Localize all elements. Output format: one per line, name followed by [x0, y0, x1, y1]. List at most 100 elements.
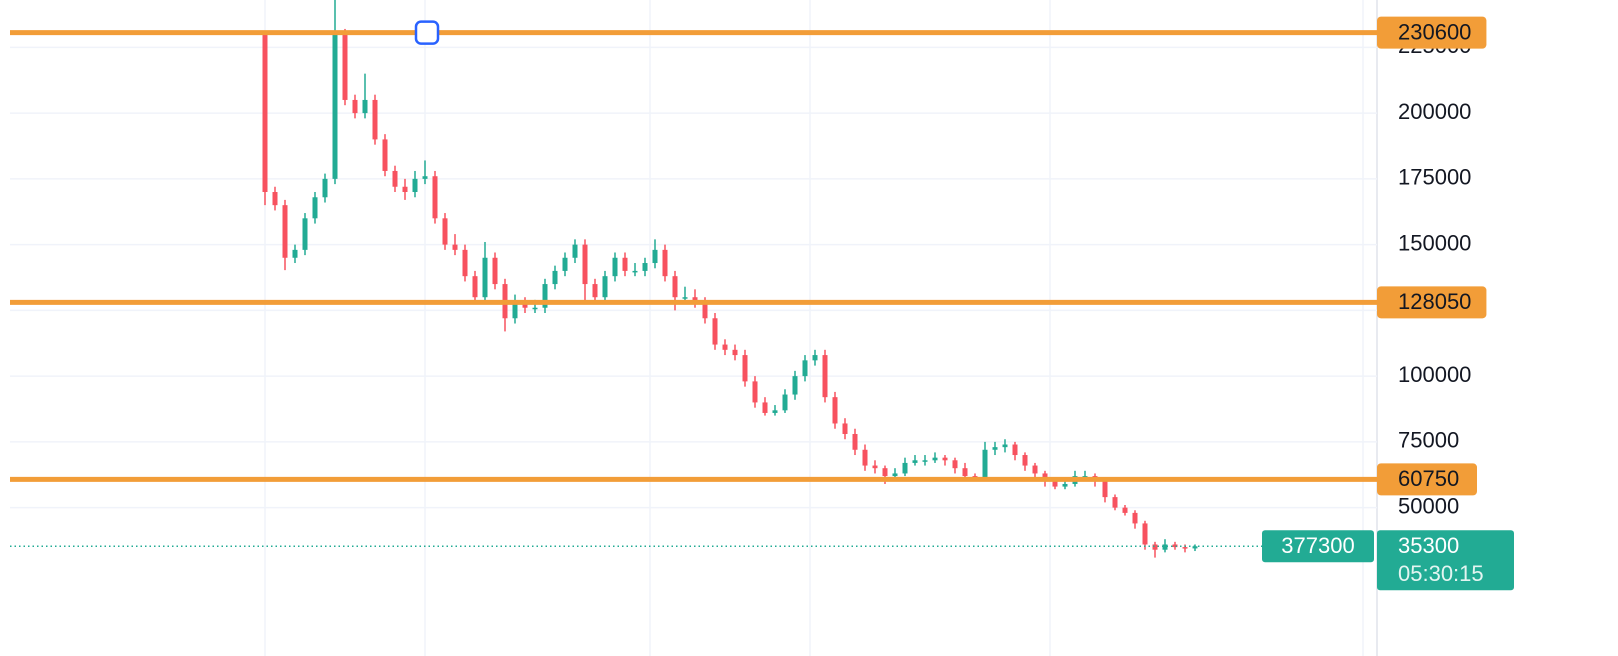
candle-body — [262, 34, 268, 193]
candle-body — [1002, 444, 1008, 448]
candles — [262, 0, 1198, 558]
candle-body — [942, 457, 948, 461]
candle-body — [452, 244, 458, 250]
candle-body — [282, 205, 288, 258]
price-line-label: 128050 — [1398, 289, 1471, 314]
candle-body — [322, 178, 328, 198]
y-tick-label: 175000 — [1398, 165, 1471, 190]
countdown: 05:30:15 — [1398, 561, 1484, 586]
candle-body — [382, 139, 388, 171]
candle-body — [902, 462, 908, 474]
candle-body — [1032, 465, 1038, 474]
price-line-label-box — [1377, 16, 1487, 49]
candle-body — [892, 473, 898, 477]
candle-body — [1162, 544, 1168, 550]
candle-body — [352, 99, 358, 114]
candle-body — [462, 249, 468, 277]
candle-body — [742, 355, 748, 382]
candle-body — [882, 468, 888, 477]
candle-body — [1142, 523, 1148, 545]
candle-body — [842, 423, 848, 434]
candle-body — [832, 397, 838, 424]
candle-body — [1152, 544, 1158, 550]
candle-body — [1112, 497, 1118, 508]
candle-body — [1182, 547, 1188, 549]
candle-body — [372, 99, 378, 140]
candle-body — [272, 192, 278, 206]
candle-body — [392, 170, 398, 187]
candle-body — [592, 284, 598, 298]
price-line-label-box — [1377, 463, 1477, 496]
last-price-box — [1377, 530, 1514, 591]
candle-body — [852, 433, 858, 450]
line-handle — [414, 20, 440, 45]
candle-body — [562, 257, 568, 271]
candle-body — [1082, 476, 1088, 478]
candle-body — [582, 244, 588, 285]
candle-body — [812, 355, 818, 361]
price-line-label: 230600 — [1398, 19, 1471, 44]
candle-body — [982, 449, 988, 479]
candle-body — [922, 460, 928, 462]
candle-body — [1192, 546, 1198, 549]
volume-label-box — [1262, 530, 1374, 563]
candle-body — [992, 447, 998, 450]
candle-body — [312, 197, 318, 219]
candle-body — [702, 302, 708, 319]
candle-body — [442, 218, 448, 245]
candle-body — [1102, 481, 1108, 498]
candle-body — [782, 394, 788, 411]
candle-body — [662, 249, 668, 277]
candle-body — [752, 381, 758, 403]
candle-body — [1122, 507, 1128, 513]
candle-body — [402, 186, 408, 193]
candle-body — [962, 468, 968, 477]
y-tick-label: 75000 — [1398, 428, 1459, 453]
candle-body — [772, 410, 778, 413]
candle-body — [482, 257, 488, 298]
candle-body — [572, 244, 578, 258]
candle-body — [302, 218, 308, 250]
candle-body — [862, 449, 868, 466]
candle-body — [612, 257, 618, 277]
candle-body — [1012, 444, 1018, 456]
candle-body — [912, 460, 918, 463]
price-line-label-box — [1377, 286, 1487, 319]
candle-body — [412, 178, 418, 193]
candle-body — [342, 34, 348, 100]
candle-body — [422, 176, 428, 179]
candle-body — [672, 276, 678, 298]
candle-body — [642, 263, 648, 271]
y-tick-label: 100000 — [1398, 362, 1471, 387]
candle-body — [682, 297, 688, 299]
y-tick-label: 150000 — [1398, 230, 1471, 255]
price-line-label: 60750 — [1398, 466, 1459, 491]
candle-body — [822, 355, 828, 398]
volume-label: 377300 — [1281, 533, 1354, 558]
candle-body — [522, 302, 528, 308]
candle-body — [652, 249, 658, 264]
candle-body — [552, 270, 558, 285]
y-tick-label: 50000 — [1398, 493, 1459, 518]
candle-body — [802, 360, 808, 377]
candle-body — [602, 276, 608, 298]
candle-body — [542, 284, 548, 308]
candle-body — [762, 402, 768, 413]
candle-body — [872, 465, 878, 469]
candle-body — [632, 270, 638, 273]
candle-body — [952, 460, 958, 469]
candle-body — [932, 457, 938, 461]
candle-body — [1052, 481, 1058, 487]
candle-body — [1172, 544, 1178, 548]
candle-body — [512, 302, 518, 319]
candle-body — [1022, 455, 1028, 466]
time-grid — [264, 0, 1364, 656]
candle-body — [292, 249, 298, 258]
candle-body — [712, 318, 718, 345]
candle-body — [432, 176, 438, 219]
candle-body — [622, 257, 628, 271]
candle-body — [722, 344, 728, 350]
candle-body — [492, 257, 498, 285]
